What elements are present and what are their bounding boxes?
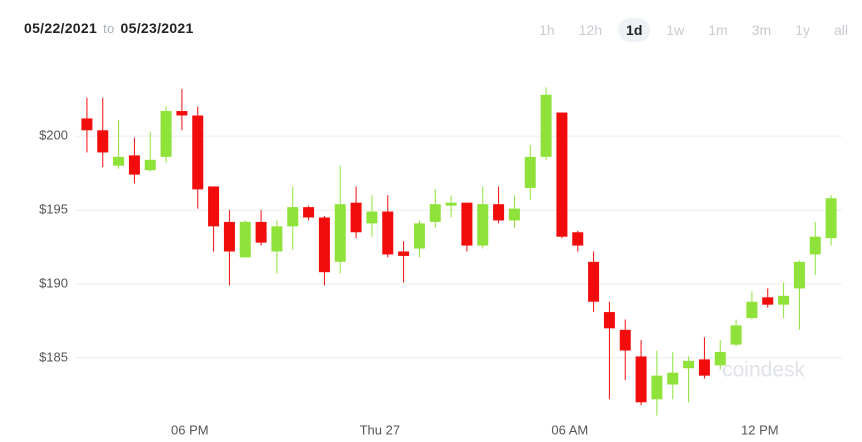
y-tick-label: $190 — [39, 275, 68, 290]
candle-body — [239, 221, 251, 258]
date-range: 05/22/2021 to 05/23/2021 — [24, 20, 194, 36]
y-tick-label: $200 — [39, 128, 68, 143]
date-to: 05/23/2021 — [120, 20, 194, 36]
candle-body — [635, 356, 647, 403]
candle-body — [461, 202, 473, 246]
range-button[interactable]: 1m — [700, 18, 735, 42]
candle-body — [160, 111, 172, 157]
candle-body — [778, 295, 790, 305]
candle-body — [271, 226, 283, 252]
range-button[interactable]: 1y — [787, 18, 818, 42]
candle-body — [493, 204, 505, 221]
candle-body — [334, 204, 346, 262]
candle-body — [382, 211, 394, 255]
range-selector: 1h 12h 1d 1w 1m 3m 1y all — [523, 18, 856, 42]
candle-body — [698, 359, 710, 376]
candle-body — [540, 94, 552, 157]
candle-body — [144, 159, 156, 171]
candle-body — [445, 202, 457, 206]
candle-body — [350, 202, 362, 233]
range-button[interactable]: 1w — [658, 18, 692, 42]
range-button[interactable]: 1h — [531, 18, 563, 42]
candle-body — [429, 204, 441, 222]
candle-body — [208, 186, 220, 227]
candle-body — [477, 204, 489, 246]
candle-body — [81, 118, 93, 131]
candle-body — [398, 251, 410, 256]
x-tick-label: 06 AM — [551, 422, 588, 437]
candle-body — [825, 198, 837, 239]
candle-body — [809, 236, 821, 255]
y-tick-label: $185 — [39, 349, 68, 364]
candle-body — [762, 297, 774, 305]
candle-body — [603, 312, 615, 329]
candle-body — [651, 375, 663, 400]
watermark: coindesk — [722, 359, 805, 382]
candle-body — [793, 261, 805, 289]
candle-body — [113, 156, 125, 166]
candle-body — [556, 112, 568, 237]
candle-body — [572, 232, 584, 246]
candle-body — [588, 261, 600, 302]
range-button[interactable]: 3m — [744, 18, 779, 42]
candle-body — [192, 115, 204, 190]
candle-body — [667, 372, 679, 385]
candle-body — [746, 301, 758, 318]
candle-body — [223, 221, 235, 252]
candle-body — [413, 223, 425, 249]
candle-body — [683, 360, 695, 369]
range-button[interactable]: all — [826, 18, 856, 42]
x-tick-label: Thu 27 — [360, 422, 400, 437]
date-from: 05/22/2021 — [24, 20, 98, 36]
candle-body — [287, 207, 299, 227]
candle-body — [524, 156, 536, 188]
candle-body — [730, 325, 742, 345]
range-button[interactable]: 12h — [571, 18, 610, 42]
candle-body — [128, 155, 140, 175]
candle-body — [508, 208, 520, 221]
candle-body — [255, 221, 267, 243]
x-tick-label: 12 PM — [741, 422, 779, 437]
y-tick-label: $195 — [39, 202, 68, 217]
candle-body — [714, 352, 726, 366]
range-button[interactable]: 1d — [618, 18, 651, 42]
candle-body — [619, 329, 631, 351]
date-joiner: to — [103, 21, 115, 36]
candle-body — [318, 217, 330, 273]
candle-body — [176, 111, 188, 116]
candle-body — [366, 211, 378, 224]
x-tick-label: 06 PM — [171, 422, 209, 437]
candle-body — [97, 130, 109, 153]
candle-body — [303, 207, 315, 218]
